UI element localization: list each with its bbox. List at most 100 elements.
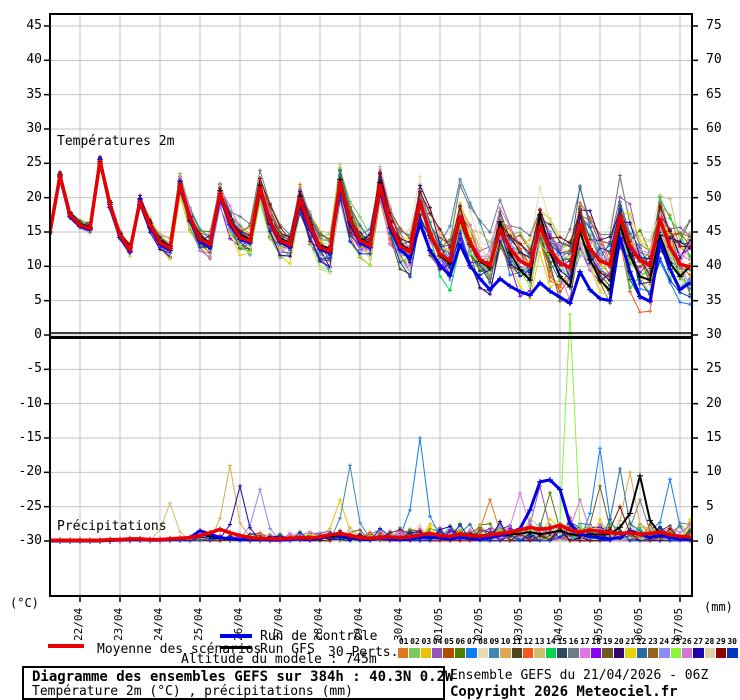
axis-tick-marks bbox=[44, 25, 698, 602]
y-axis-tick-label-right: 35 bbox=[706, 292, 722, 308]
y-axis-tick-label-right: 55 bbox=[706, 155, 722, 171]
pert-color-swatch bbox=[693, 648, 704, 658]
pert-number: 20 bbox=[614, 637, 624, 646]
y-axis-tick-label-left: -20 bbox=[18, 464, 42, 480]
y-axis-tick-label-right: 25 bbox=[706, 361, 722, 377]
pert-member-color-swatches bbox=[398, 648, 738, 658]
pert-color-swatch bbox=[670, 648, 681, 658]
pert-number: 19 bbox=[602, 637, 613, 646]
precipitation-panel-label: Précipitations bbox=[57, 519, 167, 534]
pert-color-swatch bbox=[488, 648, 500, 658]
pert-color-swatch bbox=[557, 648, 568, 658]
pert-color-swatch bbox=[545, 648, 557, 658]
y-axis-tick-label-left: 30 bbox=[26, 120, 42, 136]
y-axis-tick-label-left: -25 bbox=[18, 498, 42, 514]
pert-color-swatch bbox=[398, 648, 409, 658]
y-axis-tick-label-right: 10 bbox=[706, 464, 722, 480]
pert-color-swatch bbox=[522, 648, 534, 658]
pert-member-numbers: 01 02 03 04 05 06 07 08 09 10 11 12 13 14 15 16 17 18 19 20… bbox=[398, 637, 738, 647]
pert-number: 30 bbox=[727, 637, 737, 646]
pert-number: 18 bbox=[591, 637, 602, 646]
pert-color-swatch bbox=[636, 648, 647, 658]
pert-color-swatch bbox=[716, 648, 727, 658]
pert-color-swatch bbox=[420, 648, 432, 658]
ensemble-curves bbox=[50, 154, 692, 544]
pert-number: 29 bbox=[716, 637, 726, 646]
x-axis-date-label: 24/04 bbox=[152, 607, 165, 641]
right-axis-unit-label: (mm) bbox=[704, 600, 733, 614]
y-axis-tick-label-left: 15 bbox=[26, 223, 42, 239]
y-axis-tick-label-right: 70 bbox=[706, 52, 722, 68]
y-axis-tick-label-right: 50 bbox=[706, 189, 722, 205]
pert-color-swatch bbox=[659, 648, 670, 658]
legend-gfs-label: Run GFS bbox=[260, 642, 315, 657]
x-axis-date-label: 25/04 bbox=[192, 607, 205, 641]
pert-color-swatch bbox=[647, 648, 659, 658]
pert-number: 04 bbox=[432, 637, 443, 646]
pert-number: 13 bbox=[534, 637, 545, 646]
member-temp-line bbox=[50, 159, 691, 293]
pert-number: 17 bbox=[580, 637, 590, 646]
y-axis-tick-label-left: -5 bbox=[26, 361, 42, 377]
pert-number: 24 bbox=[659, 637, 670, 646]
pert-color-swatch bbox=[591, 648, 602, 658]
pert-color-swatch bbox=[602, 648, 613, 658]
copyright-text: Copyright 2026 Meteociel.fr bbox=[450, 684, 678, 700]
pert-color-swatch bbox=[704, 648, 716, 658]
pert-color-swatch bbox=[432, 648, 443, 658]
pert-number: 01 bbox=[398, 637, 409, 646]
pert-number: 02 bbox=[410, 637, 420, 646]
pert-number: 22 bbox=[636, 637, 647, 646]
run-info-text: Ensemble GEFS du 21/04/2026 - 06Z bbox=[450, 668, 709, 683]
y-axis-tick-label-left: 5 bbox=[34, 292, 42, 308]
pert-color-swatch bbox=[681, 648, 693, 658]
pert-number: 03 bbox=[421, 637, 432, 646]
pert-number: 21 bbox=[625, 637, 636, 646]
pert-color-swatch bbox=[477, 648, 488, 658]
pert-color-swatch bbox=[409, 648, 420, 658]
model-altitude-note: Altitude du modele : 745m bbox=[181, 652, 377, 667]
pert-number: 26 bbox=[682, 637, 692, 646]
diagram-title-box: Diagramme des ensembles GEFS sur 384h : … bbox=[22, 666, 453, 700]
pert-number: 12 bbox=[523, 637, 534, 646]
pert-color-swatch bbox=[579, 648, 591, 658]
y-axis-tick-label-left: 10 bbox=[26, 258, 42, 274]
pert-number: 23 bbox=[648, 637, 658, 646]
pert-number: 07 bbox=[466, 637, 477, 646]
y-axis-tick-label-right: 15 bbox=[706, 430, 722, 445]
pert-color-swatch bbox=[727, 648, 738, 658]
pert-number: 09 bbox=[489, 637, 500, 646]
y-axis-tick-label-left: 40 bbox=[26, 52, 42, 68]
y-axis-tick-label-right: 65 bbox=[706, 86, 722, 102]
pert-color-swatch bbox=[613, 648, 625, 658]
y-axis-tick-label-right: 0 bbox=[706, 533, 714, 548]
left-axis-unit-label: (°C) bbox=[10, 596, 39, 610]
y-axis-tick-label-left: 25 bbox=[26, 155, 42, 171]
pert-number: 25 bbox=[670, 637, 681, 646]
y-axis-tick-label-right: 30 bbox=[706, 327, 722, 342]
legend-gfs-line-sample bbox=[220, 646, 252, 649]
pert-number: 27 bbox=[693, 637, 704, 646]
x-axis-date-label: 22/04 bbox=[72, 607, 85, 641]
y-axis-tick-label-left: 0 bbox=[34, 327, 42, 342]
pert-color-swatch bbox=[568, 648, 579, 658]
y-axis-tick-label-right: 45 bbox=[706, 223, 722, 239]
pert-number: 08 bbox=[478, 637, 488, 646]
diagram-subtitle: Température 2m (°C) , précipitations (mm… bbox=[32, 684, 353, 699]
pert-number: 14 bbox=[546, 637, 556, 646]
y-axis-tick-label-right: 40 bbox=[706, 258, 722, 274]
plot-border bbox=[49, 13, 693, 597]
grid-lines bbox=[50, 14, 692, 596]
pert-color-swatch bbox=[443, 648, 454, 658]
y-axis-tick-label-right: 20 bbox=[706, 395, 722, 411]
pert-number: 05 bbox=[444, 637, 454, 646]
legend-control-label: Run de contrôle bbox=[260, 629, 378, 644]
temperature-panel-label: Températures 2m bbox=[57, 134, 175, 149]
y-axis-tick-label-left: 45 bbox=[26, 17, 42, 33]
y-axis-tick-label-left: -30 bbox=[18, 533, 42, 548]
pert-number: 06 bbox=[455, 637, 466, 646]
pert-color-swatch bbox=[534, 648, 545, 658]
pert-number: 11 bbox=[512, 637, 522, 646]
pert-color-swatch bbox=[466, 648, 477, 658]
